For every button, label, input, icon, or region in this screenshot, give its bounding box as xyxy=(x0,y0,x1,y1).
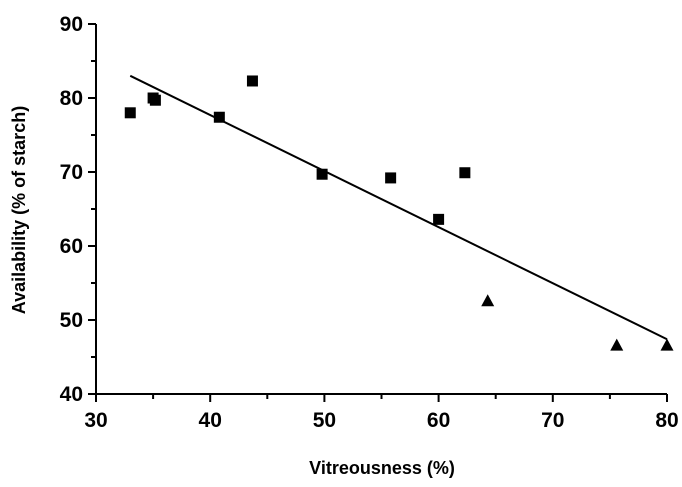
y-tick-label: 40 xyxy=(60,383,83,406)
y-tick-label: 60 xyxy=(60,235,83,258)
x-tick-label: 50 xyxy=(313,409,336,432)
data-point-square xyxy=(124,107,136,119)
y-tick-label: 50 xyxy=(60,309,83,332)
data-point-triangle xyxy=(481,294,495,307)
x-tick-label: 80 xyxy=(655,409,678,432)
data-point-square xyxy=(459,167,471,179)
data-point-square xyxy=(433,213,445,225)
y-axis-title: Availability (% of starch) xyxy=(9,106,29,314)
data-point-square xyxy=(149,94,161,106)
data-point-triangle xyxy=(660,338,674,351)
x-tick-label: 40 xyxy=(199,409,222,432)
x-tick-label: 60 xyxy=(427,409,450,432)
x-axis-title: Vitreousness (%) xyxy=(309,458,455,478)
data-point-triangle xyxy=(610,338,624,351)
data-point-square xyxy=(213,111,225,123)
data-point-square xyxy=(246,75,258,87)
data-point-square xyxy=(316,168,328,180)
y-tick-label: 70 xyxy=(60,161,83,184)
x-tick-label: 30 xyxy=(84,409,107,432)
y-tick-label: 90 xyxy=(60,13,83,36)
y-tick-label: 80 xyxy=(60,87,83,110)
trend-line xyxy=(129,74,668,341)
data-point-square xyxy=(385,172,397,184)
x-tick-label: 70 xyxy=(541,409,564,432)
